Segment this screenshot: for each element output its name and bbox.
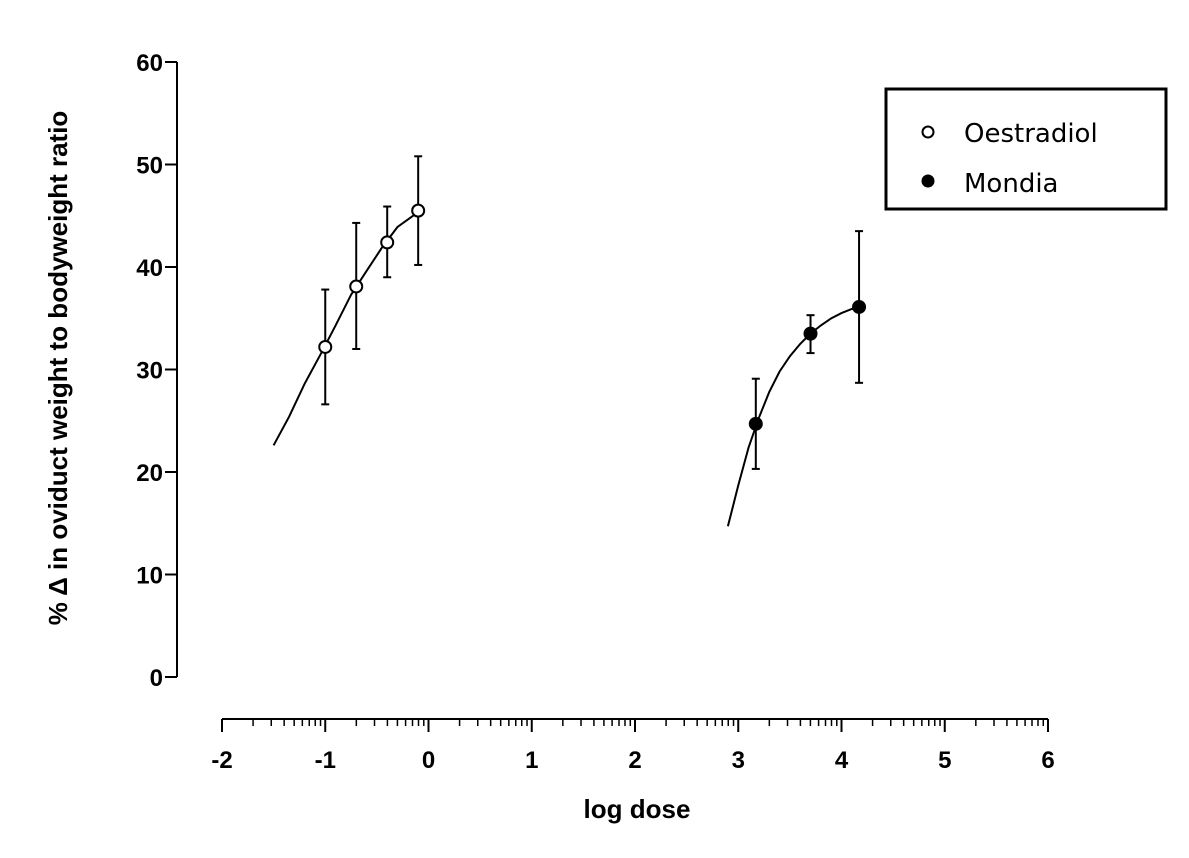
error-bars xyxy=(321,155,864,470)
x-tick-label: 4 xyxy=(835,747,849,774)
y-tick-label: 30 xyxy=(136,358,163,385)
legend-label-oestradiol: Oestradiol xyxy=(964,119,1098,149)
data-point-oestradiol xyxy=(411,203,426,218)
x-tick-label: -1 xyxy=(315,747,336,774)
y-tick-label: 50 xyxy=(136,153,163,180)
fit-curve-oestradiol xyxy=(272,208,424,446)
x-axis-title: log dose xyxy=(584,794,691,824)
legend-marker-mondia xyxy=(921,174,935,188)
data-point-mondia xyxy=(748,416,763,431)
x-tick-label: 2 xyxy=(628,747,641,774)
y-tick-label: 0 xyxy=(150,665,163,692)
data-point-oestradiol xyxy=(380,235,395,250)
x-tick-label: 1 xyxy=(525,747,538,774)
x-tick-label: 5 xyxy=(938,747,951,774)
x-tick-label: 3 xyxy=(732,747,745,774)
legend-label-mondia: Mondia xyxy=(964,169,1058,199)
y-tick-label: 10 xyxy=(136,563,163,590)
legend-box xyxy=(884,87,1168,211)
y-tick-label: 40 xyxy=(136,255,163,282)
y-axis: 0 10 20 30 40 50 60 xyxy=(136,50,178,692)
x-axis: -2 -1 0 1 2 3 4 5 6 xyxy=(211,718,1055,774)
fit-curves xyxy=(272,208,860,527)
legend-marker-oestradiol xyxy=(921,125,935,139)
legend: Oestradiol Mondia xyxy=(884,87,1168,211)
data-point-mondia xyxy=(852,299,867,314)
data-point-mondia xyxy=(803,326,818,341)
fit-curve-mondia xyxy=(726,306,860,527)
x-tick-label: 0 xyxy=(422,747,435,774)
x-tick-label: -2 xyxy=(211,747,232,774)
x-tick-label: 6 xyxy=(1041,747,1054,774)
data-point-oestradiol xyxy=(349,279,364,294)
data-points xyxy=(318,203,867,431)
y-axis-title: % Δ in oviduct weight to bodyweight rati… xyxy=(43,111,73,626)
y-tick-label: 60 xyxy=(136,50,163,77)
data-point-oestradiol xyxy=(318,339,333,354)
y-tick-label: 20 xyxy=(136,460,163,487)
